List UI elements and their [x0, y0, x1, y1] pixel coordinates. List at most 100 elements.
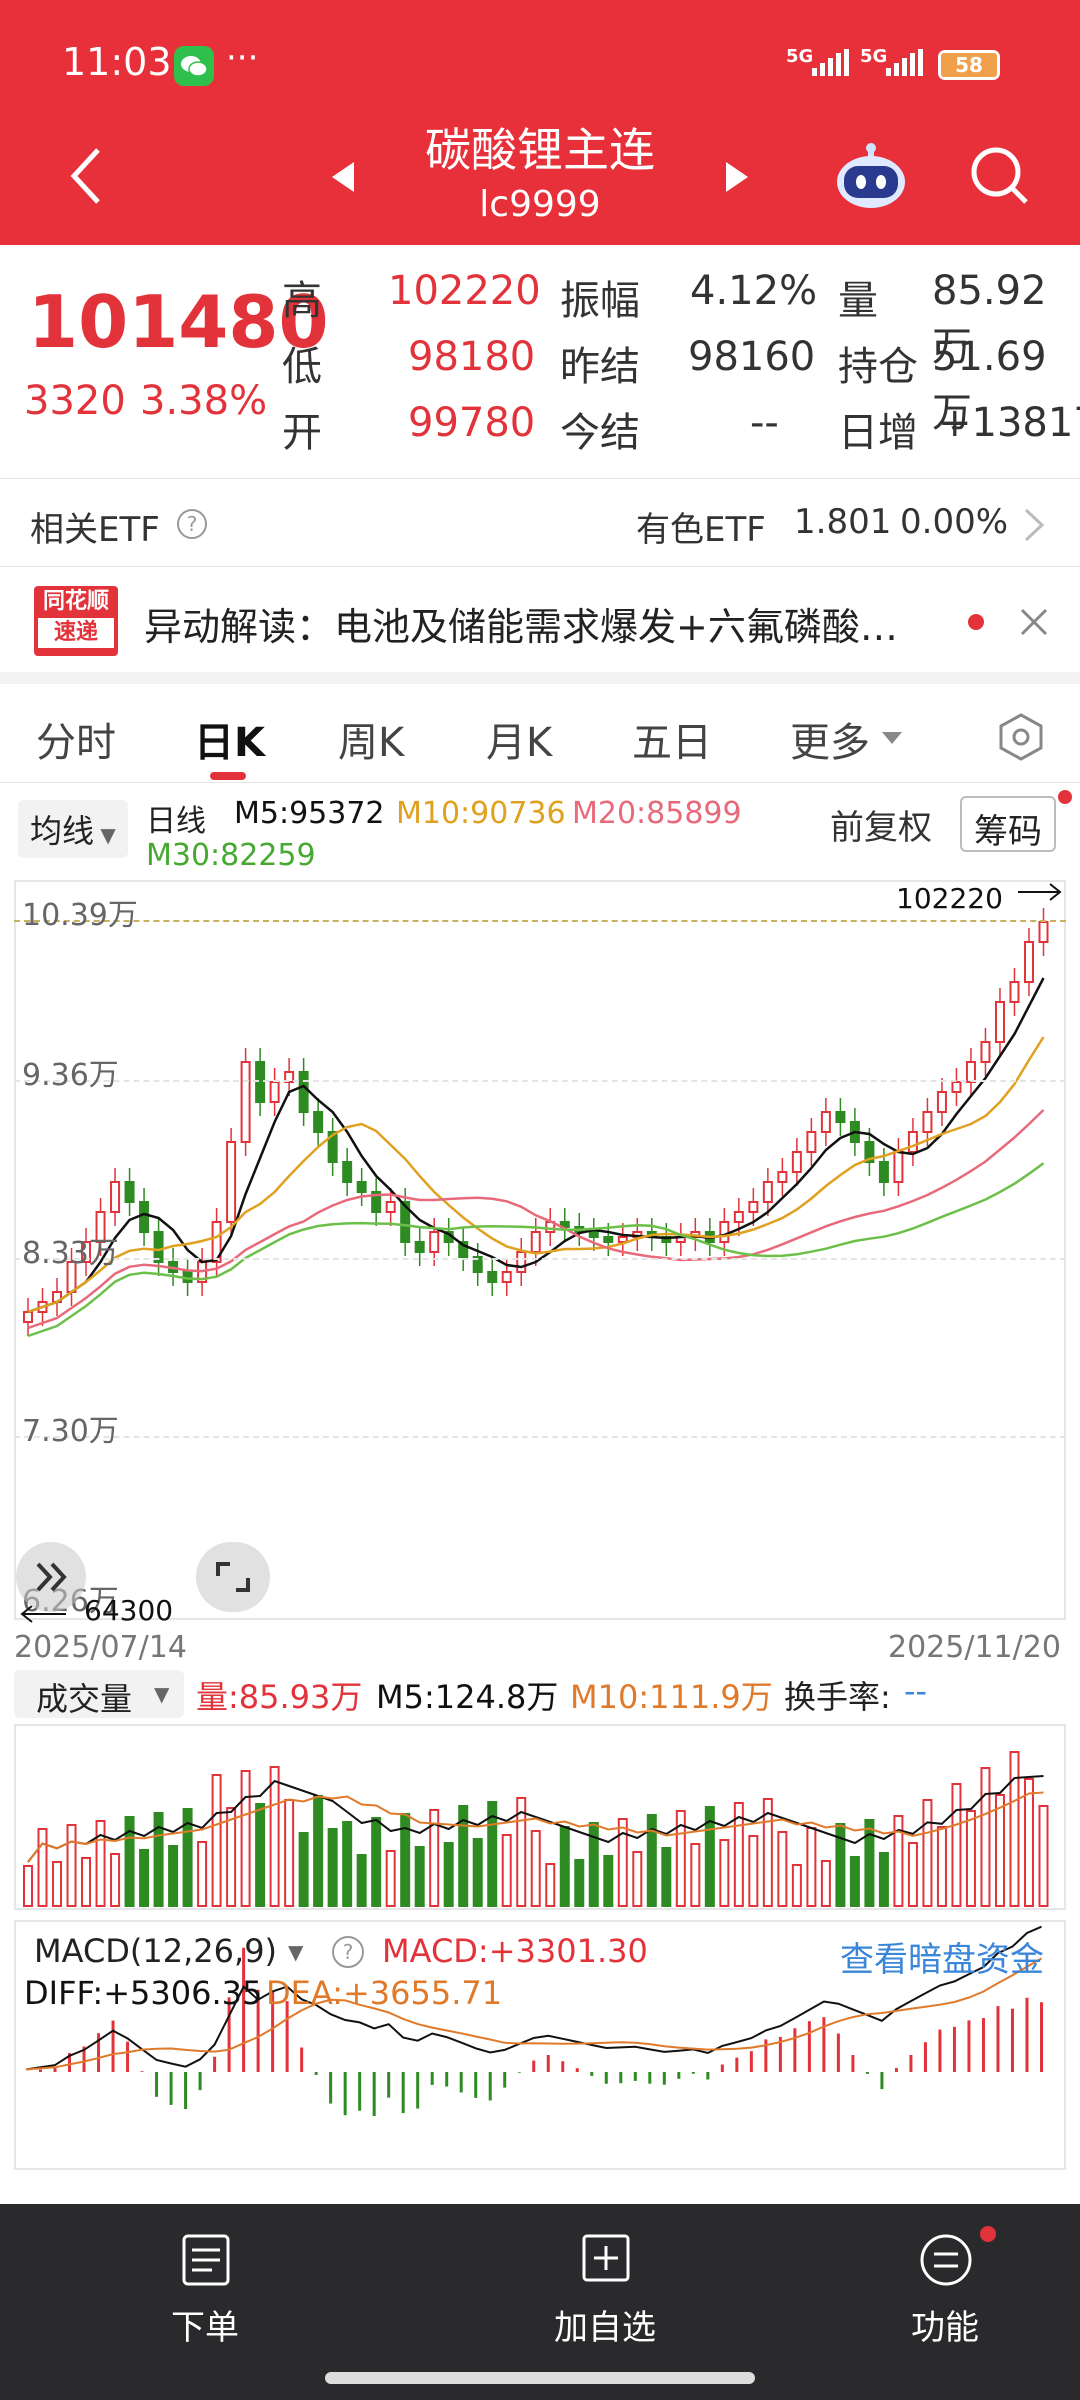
macd-help-icon[interactable]: ? [330, 1934, 366, 1970]
volume-selector-button[interactable]: 成交量 ▼ [14, 1670, 184, 1718]
tab-more[interactable]: 更多 [790, 720, 870, 766]
volume-bar [240, 1770, 251, 1907]
fullscreen-button[interactable] [196, 1542, 270, 1612]
tab-daily-k[interactable]: 日K [194, 720, 265, 766]
status-time: 11:03 [62, 40, 172, 84]
related-etf-row[interactable]: 相关ETF ? 有色ETF 1.801 0.00% [0, 490, 1080, 560]
tab-monthly-k[interactable]: 月K [486, 720, 553, 766]
volume-m10: M10:111.9万 [570, 1678, 773, 1716]
volume-m5-line [27, 1775, 1044, 1863]
volume-bar [545, 1863, 556, 1907]
home-indicator[interactable] [325, 2372, 755, 2384]
dropdown-arrow-icon [882, 732, 902, 744]
add-watchlist-button[interactable]: 加自选 [540, 2224, 670, 2354]
volume-bar [269, 1766, 280, 1907]
candle [385, 1201, 396, 1213]
candle [501, 1271, 512, 1283]
dark-pool-link[interactable]: 查看暗盘资金 [840, 1940, 1044, 1980]
menu-circle-icon [920, 2234, 972, 2286]
collapse-button[interactable] [16, 1542, 86, 1612]
ma10-value: M10:90736 [396, 796, 566, 831]
volume-bar [603, 1855, 614, 1907]
tab-five-day[interactable]: 五日 [632, 720, 712, 766]
volume-bar [197, 1841, 208, 1907]
volume-bar [675, 1810, 686, 1907]
open-value: 99780 [408, 400, 536, 446]
candle [487, 1271, 498, 1283]
tab-weekly-k[interactable]: 周K [338, 720, 405, 766]
y-label-4: 7.30万 [22, 1414, 119, 1449]
volume-bar [327, 1828, 338, 1907]
help-icon[interactable]: ? [176, 508, 208, 540]
ma20-line [27, 1109, 1045, 1330]
volume-bar [878, 1852, 889, 1907]
macd-chart[interactable] [14, 1920, 1066, 2170]
expand-icon [216, 1562, 250, 1592]
prev-contract-icon[interactable] [328, 160, 358, 194]
news-row[interactable]: 同花顺 速递 异动解读：电池及储能需求爆发+六氟磷酸… [0, 576, 1080, 668]
back-arrow-icon[interactable] [66, 146, 106, 206]
volume-current: 量:85.93万 [196, 1678, 363, 1716]
function-button[interactable]: 功能 [880, 2224, 1010, 2354]
volume-bar [864, 1819, 875, 1907]
volume-bar [443, 1842, 454, 1907]
adjust-mode[interactable]: 前复权 [830, 808, 932, 848]
macd-selector-button[interactable]: MACD(12,26,9) ▼ [34, 1932, 304, 1970]
network-5g-label: 5G [786, 46, 814, 67]
y-label-2: 9.36万 [22, 1058, 119, 1093]
robot-assistant-icon[interactable] [834, 140, 908, 210]
tab-intraday[interactable]: 分时 [36, 720, 116, 766]
kline-chart[interactable] [14, 880, 1066, 1620]
high-value: 102220 [388, 268, 541, 314]
volume-bar [284, 1799, 295, 1907]
volume-bar [516, 1797, 527, 1907]
price-change: 3320 [24, 378, 126, 424]
candle [893, 1151, 904, 1183]
candle [124, 1181, 135, 1203]
volume-bar [965, 1810, 976, 1907]
news-text: 异动解读：电池及储能需求爆发+六氟磷酸… [144, 605, 898, 649]
etf-price: 1.801 [794, 502, 892, 542]
volume-bar [211, 1774, 222, 1907]
candle [965, 1061, 976, 1083]
turnover-value: -- [904, 1672, 928, 1710]
candle [298, 1071, 309, 1113]
candle [936, 1091, 947, 1113]
amplitude-label: 振幅 [560, 278, 640, 324]
open-label: 开 [282, 410, 322, 456]
volume-label: 量 [838, 278, 878, 324]
add-square-icon [582, 2234, 630, 2282]
volume-bar [849, 1856, 860, 1907]
volume-bar [52, 1861, 63, 1907]
macd-dea-line [25, 1957, 1042, 2071]
battery-icon: 58 [938, 50, 1000, 80]
volume-bar [733, 1802, 744, 1907]
ma-selector-button[interactable]: 均线 ▼ [18, 800, 128, 858]
arrow-right-icon [1018, 883, 1062, 901]
volume-bar [806, 1827, 817, 1907]
volume-bar [487, 1801, 498, 1907]
divider [0, 782, 1080, 783]
high-marker-label: 102220 [896, 882, 1003, 915]
volume-bar [951, 1783, 962, 1907]
settings-hex-icon[interactable] [996, 712, 1046, 762]
volume-bar [530, 1830, 541, 1907]
chips-button[interactable]: 筹码 [960, 796, 1056, 852]
candle [748, 1201, 759, 1213]
order-button[interactable]: 下单 [140, 2224, 270, 2354]
notification-dot [1058, 790, 1072, 804]
active-tab-indicator [210, 772, 246, 780]
next-contract-icon[interactable] [722, 160, 752, 194]
volume-bar [1009, 1751, 1020, 1907]
daily-change-value: +13817 [938, 400, 1080, 446]
double-chevron-icon [36, 1562, 67, 1592]
close-icon[interactable] [1018, 606, 1050, 638]
candle [269, 1081, 280, 1103]
volume-chart[interactable] [14, 1724, 1066, 1910]
volume-bar [559, 1826, 570, 1907]
search-icon[interactable] [968, 144, 1032, 208]
gridline [14, 1258, 1066, 1260]
date-end: 2025/11/20 [888, 1630, 1061, 1665]
volume-bar [168, 1845, 179, 1907]
candle [139, 1201, 150, 1233]
